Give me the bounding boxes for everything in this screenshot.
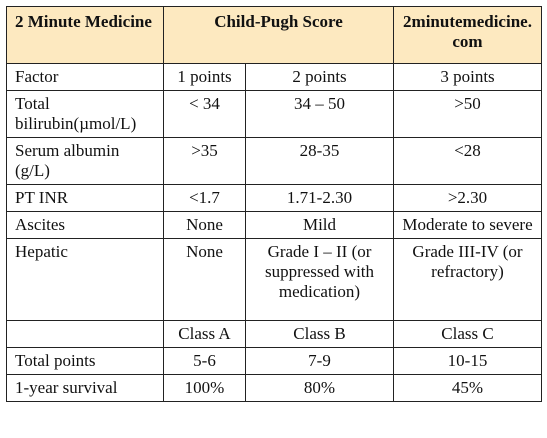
table-cell: Moderate to severe [393, 211, 542, 239]
table-row: PT INR <1.7 1.71-2.30 >2.30 [6, 184, 542, 212]
header-site: 2minutemedicine. com [393, 6, 542, 64]
table-cell: >50 [393, 90, 542, 138]
table-cell: <28 [393, 137, 542, 185]
table-cell: 34 – 50 [245, 90, 394, 138]
table-cell: >35 [163, 137, 246, 185]
table-cell: <1.7 [163, 184, 246, 212]
table-cell: < 34 [163, 90, 246, 138]
table-row: Total points 5-6 7-9 10-15 [6, 347, 542, 375]
table-cell: Class A [163, 320, 246, 348]
table-row: Serum albumin (g/L) >35 28-35 <28 [6, 137, 542, 185]
table-cell: 1.71-2.30 [245, 184, 394, 212]
row-label: Factor [6, 63, 164, 91]
header-title: Child-Pugh Score [163, 6, 394, 64]
table-row: Factor 1 points 2 points 3 points [6, 63, 542, 91]
table-cell: 100% [163, 374, 246, 402]
header-brand: 2 Minute Medicine [6, 6, 164, 64]
table-cell: None [163, 211, 246, 239]
row-label: PT INR [6, 184, 164, 212]
child-pugh-table: 2 Minute Medicine Child-Pugh Score 2minu… [6, 6, 542, 402]
row-label: Ascites [6, 211, 164, 239]
table-cell: 80% [245, 374, 394, 402]
table-header-row: 2 Minute Medicine Child-Pugh Score 2minu… [6, 6, 542, 64]
row-label: Serum albumin (g/L) [6, 137, 164, 185]
table-cell: 5-6 [163, 347, 246, 375]
table-row: 1-year survival 100% 80% 45% [6, 374, 542, 402]
table-cell: 7-9 [245, 347, 394, 375]
table-cell: Grade III-IV (or refractory) [393, 238, 542, 321]
table-cell: Grade I – II (or suppressed with medicat… [245, 238, 394, 321]
table-cell: 10-15 [393, 347, 542, 375]
table-cell: 2 points [245, 63, 394, 91]
table-cell: 45% [393, 374, 542, 402]
table-row: Ascites None Mild Moderate to severe [6, 211, 542, 239]
table-cell: 3 points [393, 63, 542, 91]
row-label: Total points [6, 347, 164, 375]
table-cell: 1 points [163, 63, 246, 91]
table-cell: Class B [245, 320, 394, 348]
table-row: Hepatic None Grade I – II (or suppressed… [6, 238, 542, 321]
row-label: Total bilirubin(µmol/L) [6, 90, 164, 138]
row-label: Hepatic [6, 238, 164, 321]
table-cell: Mild [245, 211, 394, 239]
table-row: Total bilirubin(µmol/L) < 34 34 – 50 >50 [6, 90, 542, 138]
row-label [6, 320, 164, 348]
table-row: Class A Class B Class C [6, 320, 542, 348]
table-cell: >2.30 [393, 184, 542, 212]
row-label: 1-year survival [6, 374, 164, 402]
table-cell: 28-35 [245, 137, 394, 185]
table-cell: None [163, 238, 246, 321]
table-cell: Class C [393, 320, 542, 348]
